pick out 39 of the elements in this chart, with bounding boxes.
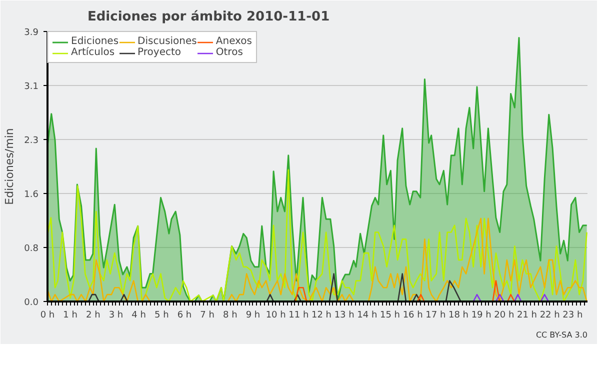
- y-tick-label: 1.6: [24, 190, 39, 200]
- legend-label: Discusiones: [138, 36, 197, 47]
- y-tick-label: 0.0: [24, 298, 39, 308]
- x-tick-label: 3 h: [108, 310, 124, 320]
- x-tick-label: 19 h: [471, 310, 492, 320]
- legend-label: Anexos: [216, 36, 252, 47]
- x-tick-label: 16 h: [402, 310, 423, 320]
- x-tick-label: 1 h: [63, 310, 78, 320]
- y-axis-title: Ediciones/min: [3, 128, 16, 205]
- y-tick-label: 0.8: [24, 244, 39, 254]
- x-tick-label: 0 h: [40, 310, 55, 320]
- x-tick-label: 2 h: [86, 310, 100, 320]
- x-tick-label: 13 h: [334, 310, 354, 320]
- x-tick-label: 7 h: [200, 310, 214, 320]
- x-tick-label: 5 h: [154, 310, 169, 320]
- legend-label: Otros: [216, 47, 243, 58]
- legend-label: Artículos: [71, 47, 115, 58]
- x-tick-label: 11 h: [288, 310, 309, 320]
- x-tick-label: 12 h: [311, 310, 332, 320]
- y-tick-label: 3.9: [24, 28, 39, 38]
- y-tick-label: 3.1: [24, 82, 39, 92]
- x-tick-label: 22 h: [540, 310, 560, 320]
- x-tick-label: 18 h: [448, 310, 469, 320]
- x-tick-label: 23 h: [562, 310, 583, 320]
- x-tick-label: 6 h: [177, 310, 192, 320]
- legend-label: Proyecto: [138, 47, 182, 58]
- x-tick-label: 14 h: [357, 310, 378, 320]
- x-tick-label: 10 h: [266, 310, 286, 320]
- y-tick-label: 2.3: [24, 136, 39, 146]
- x-tick-label: 17 h: [426, 310, 446, 320]
- x-tick-label: 8 h: [223, 310, 238, 320]
- x-tick-label: 20 h: [494, 310, 514, 320]
- x-tick-label: 9 h: [246, 310, 260, 320]
- text: CC BY-SA 3.0: [536, 330, 588, 340]
- chart-title: Ediciones por ámbito 2010-11-01: [88, 10, 330, 24]
- x-tick-label: 15 h: [380, 310, 400, 320]
- legend-label: Ediciones: [71, 36, 119, 47]
- x-tick-label: 21 h: [516, 310, 538, 320]
- x-tick-label: 4 h: [132, 310, 146, 320]
